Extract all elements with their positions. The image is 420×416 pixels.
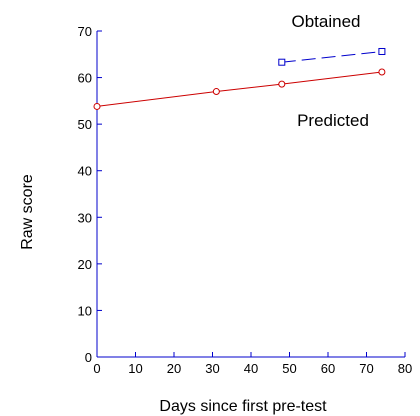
x-axis-title: Days since first pre-test <box>159 398 327 415</box>
y-tick-label: 0 <box>85 350 92 365</box>
y-tick-label: 70 <box>78 24 92 39</box>
x-tick-label: 60 <box>321 361 335 376</box>
x-tick-label: 20 <box>167 361 181 376</box>
y-tick-label: 30 <box>78 210 92 225</box>
x-tick-label: 40 <box>244 361 258 376</box>
obtained-label: Obtained <box>292 12 361 31</box>
obtained-series <box>278 47 386 66</box>
predicted-point <box>93 102 101 110</box>
obtained-point <box>278 58 286 66</box>
x-tick-label: 70 <box>359 361 373 376</box>
predicted-point <box>278 80 286 88</box>
predicted-point <box>212 88 220 96</box>
obtained-point <box>378 47 386 55</box>
chart-axes <box>96 31 405 358</box>
predicted-point <box>378 68 386 76</box>
x-tick-label: 0 <box>93 361 100 376</box>
y-tick-label: 10 <box>78 303 92 318</box>
obtained-line <box>281 51 382 63</box>
x-tick-label: 30 <box>205 361 219 376</box>
x-tick-label: 80 <box>398 361 412 376</box>
series-layer <box>93 47 386 110</box>
x-tick-label: 10 <box>128 361 142 376</box>
y-tick-label: 60 <box>78 71 92 86</box>
y-tick-label: 20 <box>78 257 92 272</box>
predicted-label: Predicted <box>297 111 369 130</box>
x-axis-ticks: 0 10 20 30 40 50 60 70 80 <box>93 352 412 376</box>
x-tick-label: 50 <box>282 361 296 376</box>
y-tick-label: 40 <box>78 164 92 179</box>
y-axis-ticks: 0 10 20 30 40 50 60 70 <box>78 24 102 365</box>
y-axis-title: Raw score <box>19 174 36 250</box>
y-tick-label: 50 <box>78 117 92 132</box>
predicted-line <box>96 71 382 107</box>
predicted-series <box>93 68 386 110</box>
